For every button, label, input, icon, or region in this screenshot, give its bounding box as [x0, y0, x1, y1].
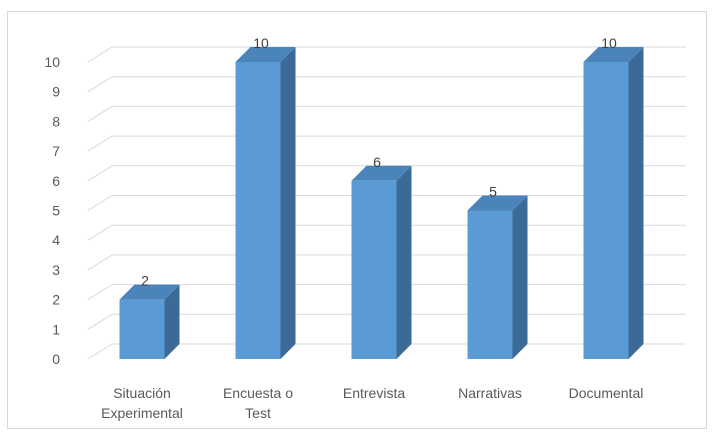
y-tick-label: 8	[52, 113, 60, 129]
y-tick-label: 7	[52, 143, 60, 159]
y-tick-label: 1	[52, 321, 60, 337]
bar-front-face	[235, 62, 281, 359]
bar	[235, 47, 296, 359]
y-tick-label: 10	[44, 54, 60, 70]
y-tick-label: 9	[52, 84, 60, 100]
bar-top-face	[119, 284, 180, 300]
x-category-label: Situación Experimental	[101, 385, 183, 421]
bar-top-face	[235, 47, 296, 62]
bar-side-face	[280, 47, 296, 359]
data-labels: 2 10 6 5 10	[141, 35, 617, 289]
x-category-label: Narrativas	[458, 385, 522, 401]
y-axis-ticks: 0 1 2 3 4 5 6 7 8 9 10	[44, 54, 60, 367]
bar-front-face	[467, 210, 513, 359]
bar-front-face	[351, 180, 397, 359]
y-tick-label: 4	[52, 232, 60, 248]
bar-top-face	[583, 47, 644, 62]
gridline	[87, 165, 686, 182]
bar	[351, 165, 412, 359]
x-category-label: Entrevista	[343, 385, 405, 401]
bar-side-face	[628, 47, 644, 359]
bar-top-face	[467, 195, 528, 211]
data-label: 10	[253, 35, 269, 51]
data-label: 6	[373, 154, 381, 170]
bar	[467, 195, 528, 359]
bar-side-face	[164, 284, 180, 359]
bar-top-face	[351, 165, 412, 181]
data-label: 10	[601, 35, 617, 51]
bars	[119, 47, 644, 359]
bar	[119, 284, 180, 359]
bar	[583, 47, 644, 359]
data-label: 2	[141, 273, 149, 289]
bar-front-face	[119, 299, 165, 359]
y-tick-label: 6	[52, 173, 60, 189]
x-axis-categories: Situación Experimental Encuesta o Test Entre…	[101, 385, 643, 421]
y-tick-label: 0	[52, 351, 60, 367]
bar-front-face	[583, 62, 629, 359]
y-tick-label: 2	[52, 292, 60, 308]
x-category-label: Documental	[569, 385, 644, 401]
bar-side-face	[396, 165, 412, 359]
y-tick-label: 3	[52, 262, 60, 278]
bar-side-face	[512, 195, 528, 359]
gridline	[87, 135, 686, 152]
y-tick-label: 5	[52, 203, 60, 219]
data-label: 5	[489, 184, 497, 200]
gridline	[87, 105, 686, 122]
gridline	[87, 46, 686, 63]
gridline	[87, 76, 686, 93]
x-category-label: Encuesta o Test	[223, 385, 293, 421]
